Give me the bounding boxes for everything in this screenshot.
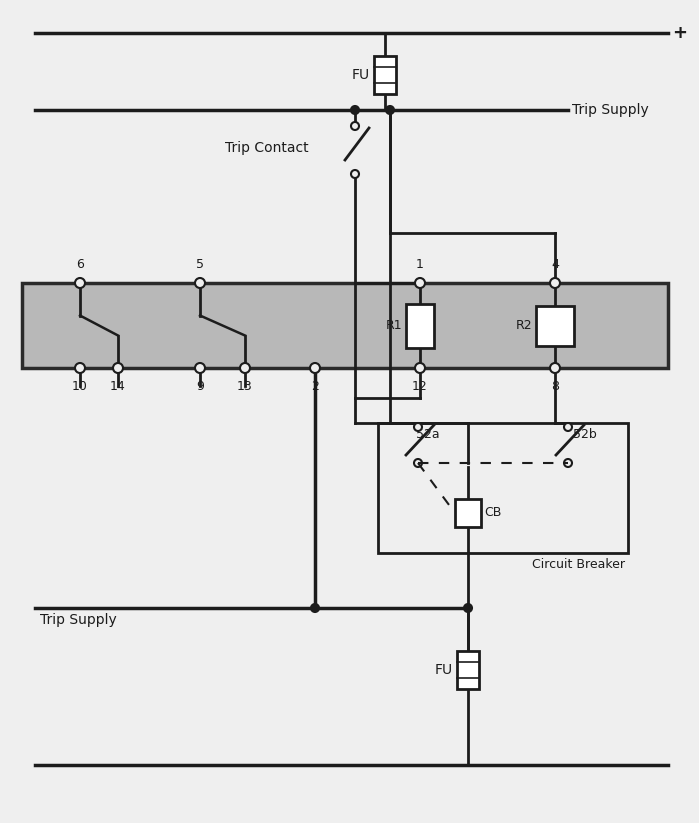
Circle shape	[75, 278, 85, 288]
Circle shape	[311, 604, 319, 612]
Bar	[378, 423, 628, 553]
Text: +: +	[672, 24, 687, 42]
Circle shape	[195, 278, 205, 288]
Text: 9: 9	[196, 380, 204, 393]
Circle shape	[351, 106, 359, 114]
Text: 4: 4	[551, 258, 559, 271]
Bar	[406, 304, 434, 347]
Circle shape	[351, 122, 359, 130]
Bar	[457, 651, 479, 689]
Circle shape	[464, 604, 472, 612]
Text: Circuit Breaker: Circuit Breaker	[532, 558, 625, 571]
Text: 10: 10	[72, 380, 88, 393]
Text: Trip Supply: Trip Supply	[572, 103, 649, 117]
Circle shape	[351, 170, 359, 178]
Circle shape	[386, 106, 394, 114]
Circle shape	[414, 459, 422, 467]
Text: R1: R1	[385, 319, 402, 332]
Text: 1: 1	[416, 258, 424, 271]
Circle shape	[564, 459, 572, 467]
Text: 52a: 52a	[416, 428, 440, 441]
Circle shape	[240, 363, 250, 373]
Circle shape	[415, 363, 425, 373]
Text: FU: FU	[435, 663, 453, 677]
Circle shape	[310, 363, 320, 373]
Text: FU: FU	[352, 68, 370, 82]
Text: CB: CB	[484, 506, 501, 519]
Text: 2: 2	[311, 380, 319, 393]
Text: 6: 6	[76, 258, 84, 271]
Text: Trip Supply: Trip Supply	[40, 613, 117, 627]
Circle shape	[75, 363, 85, 373]
Text: 13: 13	[237, 380, 253, 393]
Text: R2: R2	[515, 319, 532, 332]
Text: 5: 5	[196, 258, 204, 271]
Circle shape	[564, 423, 572, 431]
Circle shape	[550, 278, 560, 288]
Bar	[22, 283, 668, 368]
Circle shape	[550, 363, 560, 373]
Bar	[374, 56, 396, 94]
Text: 8: 8	[551, 380, 559, 393]
Text: 52b: 52b	[573, 428, 597, 441]
Text: Trip Contact: Trip Contact	[225, 141, 309, 155]
Text: 12: 12	[412, 380, 428, 393]
Bar	[536, 305, 574, 346]
Bar	[455, 499, 481, 527]
Circle shape	[414, 423, 422, 431]
Circle shape	[113, 363, 123, 373]
Circle shape	[415, 278, 425, 288]
Circle shape	[195, 363, 205, 373]
Text: 14: 14	[110, 380, 126, 393]
